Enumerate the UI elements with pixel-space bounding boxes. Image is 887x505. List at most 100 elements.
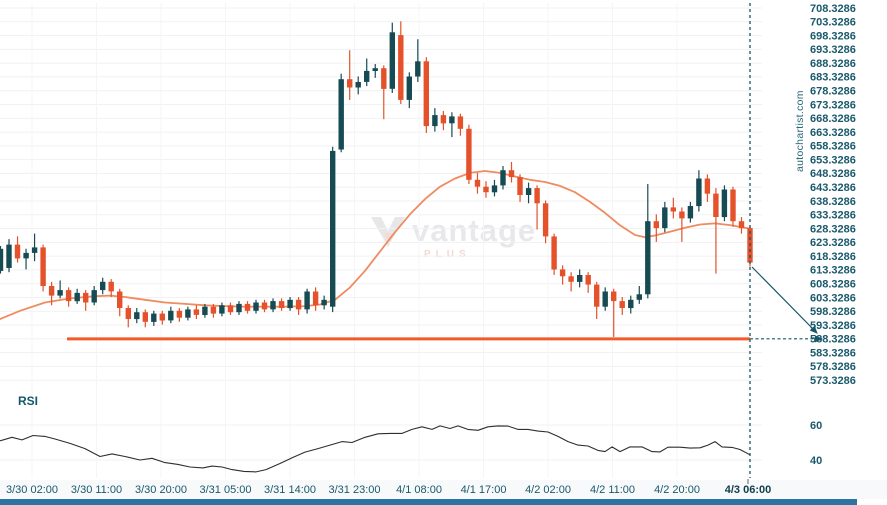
candle: [704, 174, 711, 202]
y-axis-label: 678.3286: [810, 86, 856, 98]
candle-body: [602, 291, 608, 307]
candle-body: [219, 305, 225, 314]
candle-body: [398, 35, 404, 100]
candle-body: [585, 275, 591, 285]
candle-body: [423, 61, 429, 127]
candle: [611, 288, 617, 337]
candle-body: [542, 203, 549, 237]
candle: [670, 197, 676, 219]
candle: [696, 170, 702, 212]
candle: [423, 57, 429, 133]
candle: [168, 306, 174, 324]
candle: [185, 306, 191, 321]
y-axis-label: 603.3286: [810, 292, 856, 304]
candle: [40, 244, 46, 292]
candle-body: [389, 32, 395, 89]
candle: [270, 298, 276, 313]
x-axis-label: 4/1 17:00: [461, 484, 507, 496]
candle: [287, 297, 293, 311]
candle-body: [611, 291, 617, 302]
candle: [108, 279, 114, 298]
candle-body: [500, 170, 506, 186]
candle-body: [662, 207, 668, 229]
candle: [14, 236, 21, 263]
candle-body: [31, 247, 38, 253]
candle: [219, 302, 225, 317]
x-axis-label: 3/31 05:00: [200, 484, 252, 496]
watermark: vantage PLUS: [370, 215, 536, 260]
y-axis-label: 703.3286: [810, 17, 856, 29]
candle-body: [142, 312, 148, 322]
candle: [440, 110, 447, 131]
candle-body: [704, 178, 711, 194]
candle-body: [568, 276, 574, 282]
candle-body: [628, 299, 634, 309]
candle: [415, 39, 421, 82]
candle-body: [151, 313, 157, 322]
candle: [662, 201, 668, 233]
y-axis-label: 658.3286: [810, 141, 856, 153]
candle-body: [338, 79, 344, 150]
candle-body: [381, 68, 387, 89]
y-axis-label: 673.3286: [810, 99, 856, 111]
candle-body: [670, 207, 676, 212]
y-axis-label: 583.3286: [810, 347, 856, 359]
candle-body: [347, 79, 353, 88]
candle-body: [244, 303, 251, 311]
x-axis-label: 4/2 20:00: [654, 484, 700, 496]
candle-body: [321, 299, 327, 306]
candle: [713, 188, 719, 274]
candle: [432, 108, 438, 132]
x-axis-label: 4/2 11:00: [590, 484, 635, 496]
candle: [636, 285, 642, 304]
candle-body: [594, 284, 600, 307]
candle-body: [696, 178, 702, 207]
candle: [577, 269, 583, 288]
y-axis-label: 653.3286: [810, 154, 856, 166]
candle: [91, 285, 97, 306]
y-axis-label: 643.3286: [810, 182, 856, 194]
y-axis-label: 618.3286: [810, 251, 856, 263]
candle: [474, 172, 481, 194]
candle-body: [261, 302, 268, 310]
candle: [236, 301, 242, 315]
candle-body: [330, 150, 336, 307]
vantage-logo-icon: [371, 217, 405, 247]
candle: [253, 299, 259, 314]
candle: [48, 281, 55, 306]
candle-body: [483, 186, 489, 193]
candle: [210, 303, 217, 318]
candle-body: [227, 305, 234, 313]
candle: [31, 233, 38, 262]
candle: [372, 64, 378, 78]
candle: [687, 201, 694, 223]
candle-body: [525, 188, 532, 195]
candle-body: [125, 308, 131, 319]
candle-body: [679, 211, 685, 219]
rsi-line: [0, 425, 751, 473]
candle: [83, 290, 89, 311]
candle: [117, 288, 123, 317]
candle-body: [355, 82, 361, 88]
x-label-strip: [0, 480, 887, 499]
rsi-panel-label: RSI: [18, 394, 39, 408]
y-axis-label: 628.3286: [810, 223, 856, 235]
y-axis-label: 623.3286: [810, 237, 856, 249]
y-axis-label: 573.3286: [810, 375, 856, 387]
trend-arrow: [751, 266, 818, 334]
candle-body: [168, 310, 174, 321]
y-axis-label: 648.3286: [810, 168, 856, 180]
y-axis-label: 708.3286: [810, 3, 856, 15]
candle: [74, 288, 80, 304]
candle-body: [6, 244, 12, 268]
watermark-text: vantage PLUS: [412, 215, 536, 260]
candle: [508, 161, 515, 183]
bottom-bar: [0, 499, 857, 505]
candle: [653, 214, 659, 242]
candle-body: [193, 309, 200, 315]
x-axis-label: 3/30 11:00: [71, 484, 122, 496]
candle-body: [432, 115, 438, 127]
candle: [449, 112, 455, 138]
rsi-axis-label: 40: [810, 455, 822, 467]
candle-body: [295, 299, 302, 310]
